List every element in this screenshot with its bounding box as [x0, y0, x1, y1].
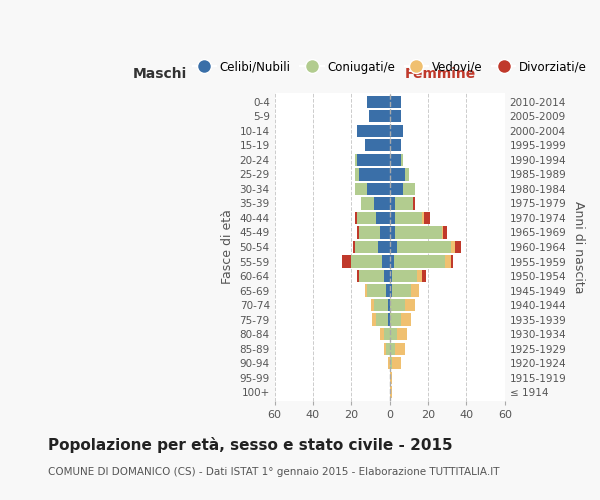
Bar [390, 96, 401, 108]
Bar [395, 212, 422, 224]
Bar [367, 284, 386, 296]
Bar [373, 314, 376, 326]
Bar [367, 182, 390, 195]
Y-axis label: Anni di nascita: Anni di nascita [572, 200, 585, 293]
Text: Maschi: Maschi [133, 66, 187, 80]
Bar [411, 284, 419, 296]
Bar [392, 357, 401, 370]
Bar [401, 154, 403, 166]
Bar [355, 154, 357, 166]
Bar [390, 342, 395, 355]
Text: Femmine: Femmine [405, 66, 476, 80]
Bar [386, 284, 390, 296]
Bar [422, 212, 424, 224]
Text: Popolazione per età, sesso e stato civile - 2015: Popolazione per età, sesso e stato civil… [48, 437, 452, 453]
Bar [390, 182, 403, 195]
Bar [390, 328, 397, 340]
Bar [390, 299, 405, 312]
Bar [376, 212, 390, 224]
Bar [357, 226, 359, 238]
Text: COMUNE DI DOMANICO (CS) - Dati ISTAT 1° gennaio 2015 - Elaborazione TUTTITALIA.I: COMUNE DI DOMANICO (CS) - Dati ISTAT 1° … [48, 467, 499, 477]
Bar [380, 328, 384, 340]
Bar [359, 226, 380, 238]
Bar [395, 226, 442, 238]
Bar [374, 197, 390, 209]
Bar [422, 270, 426, 282]
Bar [380, 226, 390, 238]
Bar [359, 270, 384, 282]
Bar [390, 124, 403, 137]
Bar [386, 342, 390, 355]
Bar [384, 342, 386, 355]
Bar [368, 110, 390, 122]
Bar [390, 110, 401, 122]
Bar [445, 256, 451, 268]
Bar [405, 299, 415, 312]
Bar [405, 168, 409, 180]
Bar [403, 182, 415, 195]
Legend: Celibi/Nubili, Coniugati/e, Vedovi/e, Divorziati/e: Celibi/Nubili, Coniugati/e, Vedovi/e, Di… [188, 56, 592, 78]
Bar [355, 168, 359, 180]
Bar [394, 256, 445, 268]
Bar [361, 197, 374, 209]
Bar [392, 284, 411, 296]
Bar [397, 241, 451, 253]
Y-axis label: Fasce di età: Fasce di età [221, 210, 234, 284]
Bar [355, 182, 367, 195]
Bar [359, 168, 390, 180]
Bar [371, 299, 374, 312]
Bar [376, 314, 388, 326]
Bar [390, 168, 405, 180]
Bar [365, 139, 390, 151]
Bar [374, 299, 388, 312]
Bar [378, 241, 390, 253]
Bar [357, 212, 376, 224]
Bar [365, 284, 367, 296]
Bar [355, 212, 357, 224]
Bar [355, 241, 378, 253]
Bar [397, 328, 407, 340]
Bar [390, 314, 401, 326]
Bar [413, 197, 415, 209]
Bar [390, 241, 397, 253]
Bar [357, 154, 390, 166]
Bar [390, 212, 395, 224]
Bar [395, 342, 405, 355]
Bar [388, 299, 390, 312]
Bar [392, 270, 416, 282]
Bar [390, 139, 401, 151]
Bar [384, 270, 390, 282]
Bar [367, 96, 390, 108]
Bar [390, 357, 392, 370]
Bar [390, 284, 392, 296]
Bar [390, 270, 392, 282]
Bar [442, 226, 443, 238]
Bar [390, 197, 395, 209]
Bar [443, 226, 447, 238]
Bar [357, 124, 390, 137]
Bar [390, 256, 394, 268]
Bar [395, 197, 413, 209]
Bar [416, 270, 422, 282]
Bar [390, 386, 392, 398]
Bar [384, 328, 390, 340]
Bar [401, 314, 411, 326]
Bar [455, 241, 461, 253]
Bar [382, 256, 390, 268]
Bar [390, 372, 392, 384]
Bar [451, 241, 455, 253]
Bar [424, 212, 430, 224]
Bar [352, 256, 382, 268]
Bar [342, 256, 352, 268]
Bar [388, 314, 390, 326]
Bar [388, 357, 390, 370]
Bar [390, 154, 401, 166]
Bar [390, 226, 395, 238]
Bar [357, 270, 359, 282]
Bar [353, 241, 355, 253]
Bar [451, 256, 453, 268]
